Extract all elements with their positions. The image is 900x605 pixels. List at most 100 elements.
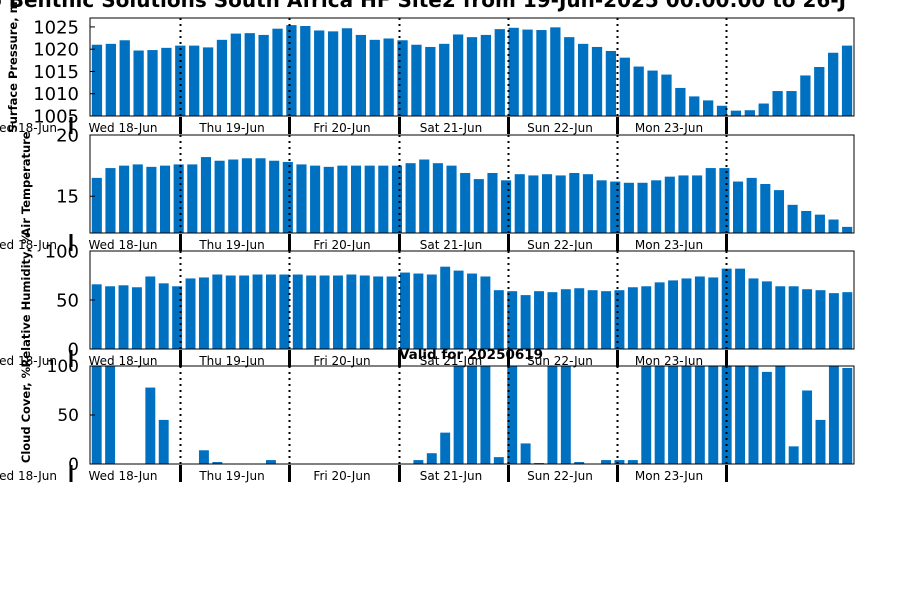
bar — [601, 291, 611, 349]
bar — [689, 96, 700, 116]
bar — [480, 366, 491, 464]
bar — [189, 45, 200, 117]
bar — [587, 290, 598, 349]
bar — [828, 219, 839, 233]
bar — [681, 366, 692, 464]
bar — [637, 182, 648, 233]
date-label: ed 18-Jun — [0, 469, 57, 483]
y-tick-label: 100 — [47, 357, 79, 377]
plot-frame — [89, 134, 855, 234]
chart-title: o Benthic Solutions South Africa HF Site… — [0, 0, 846, 12]
bar — [327, 31, 339, 116]
bar — [355, 34, 367, 116]
bar — [560, 366, 571, 464]
date-label: Mon 23-Jun — [635, 121, 703, 135]
y-axis-label: Relative Humidity, % — [19, 232, 33, 367]
bar — [614, 290, 625, 349]
bar — [413, 460, 424, 464]
bar — [654, 282, 665, 349]
bar — [269, 160, 280, 233]
date-label: Mon 23-Jun — [635, 354, 703, 368]
bar — [547, 292, 558, 349]
bar — [735, 268, 746, 349]
bar — [91, 177, 102, 234]
bar — [333, 275, 343, 349]
date-label: Mon 23-Jun — [635, 469, 703, 483]
bar — [252, 274, 263, 349]
date-label: Wed 18-Jun — [89, 469, 158, 483]
date-label: ed 18-Jun — [0, 121, 57, 135]
bar — [801, 210, 812, 233]
bar — [265, 274, 276, 349]
bar — [386, 276, 397, 349]
bar — [800, 75, 811, 116]
bar — [391, 165, 403, 234]
bar — [158, 419, 169, 464]
bar — [446, 165, 457, 234]
bar — [346, 274, 357, 349]
bar — [828, 293, 839, 349]
bar — [359, 275, 370, 349]
bar — [761, 281, 772, 349]
bar — [105, 286, 116, 349]
bar — [814, 214, 825, 234]
bar — [319, 275, 330, 349]
bar — [105, 43, 116, 117]
bar — [405, 163, 416, 233]
bar — [494, 29, 505, 116]
bar — [534, 291, 544, 349]
y-tick-label: 50 — [57, 406, 79, 426]
bar — [721, 268, 732, 349]
bar — [286, 25, 297, 117]
bar — [522, 29, 533, 116]
bar — [705, 168, 716, 233]
bar — [175, 45, 186, 117]
bar — [119, 165, 130, 234]
bar — [536, 30, 547, 117]
bar — [694, 366, 705, 464]
bar — [272, 28, 283, 116]
bar — [373, 276, 384, 349]
bar — [440, 432, 451, 464]
bar — [668, 366, 679, 464]
bar — [577, 43, 589, 117]
bar — [105, 366, 116, 464]
bar — [425, 46, 436, 117]
bar — [619, 57, 630, 116]
bar — [507, 366, 518, 464]
bar — [131, 287, 142, 349]
bar — [341, 28, 353, 116]
y-tick-label: 1025 — [33, 17, 79, 38]
bar — [614, 460, 625, 464]
bar — [627, 460, 638, 464]
bar — [198, 277, 209, 349]
bar — [212, 462, 223, 464]
bar — [467, 273, 477, 349]
bar — [369, 39, 380, 116]
bar — [296, 164, 307, 233]
y-tick-label: 100 — [45, 241, 79, 262]
bar — [185, 278, 196, 349]
bar — [91, 284, 102, 349]
bar — [748, 366, 759, 464]
bar — [560, 289, 571, 349]
bar — [773, 190, 785, 234]
bar — [133, 50, 144, 116]
bar — [828, 366, 839, 464]
bar — [453, 366, 464, 464]
bar — [675, 87, 686, 116]
bar — [105, 168, 116, 233]
bar — [555, 175, 566, 233]
bar — [633, 66, 644, 116]
bar — [452, 34, 464, 117]
bar — [480, 276, 491, 349]
date-label: Sat 21-Jun — [420, 469, 483, 483]
plot-frame — [89, 17, 855, 117]
bar — [541, 174, 553, 233]
bar — [815, 290, 826, 349]
bar — [216, 39, 228, 116]
bar — [668, 280, 679, 349]
y-tick-label: 1010 — [33, 84, 79, 105]
bar — [400, 272, 410, 349]
bar — [787, 204, 798, 233]
